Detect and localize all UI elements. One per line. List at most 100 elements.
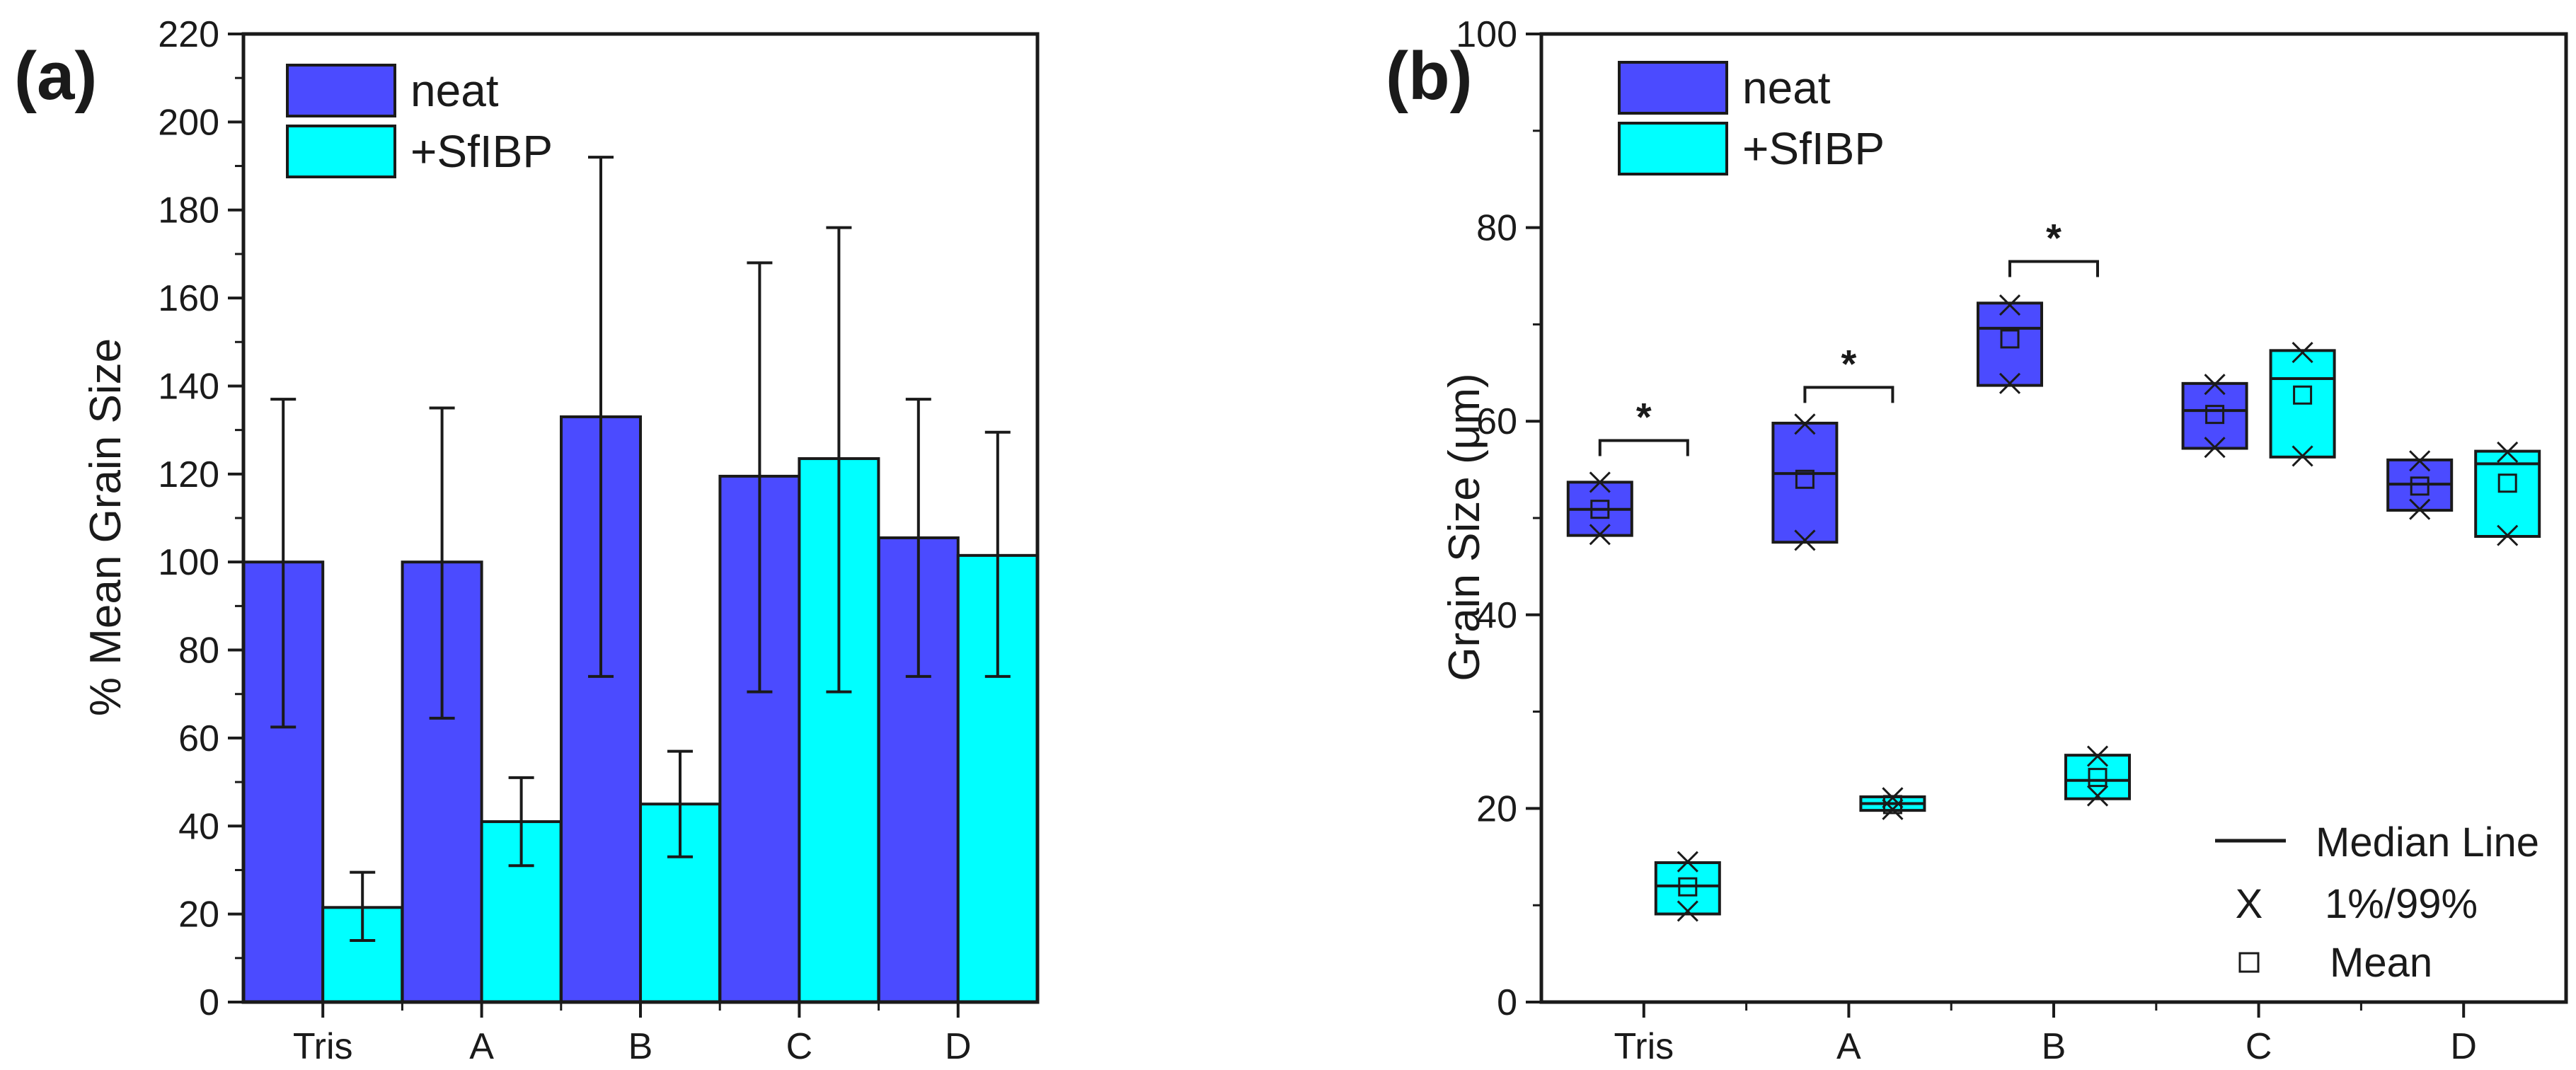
key-median-label: Median Line xyxy=(2316,819,2539,865)
panel-a-x-tick-label: B xyxy=(628,1026,653,1067)
panel-b-x-tick-label: C xyxy=(2246,1026,2272,1067)
legend-b-neat-label: neat xyxy=(1742,62,1831,113)
key-percentile-symbol: X xyxy=(2236,881,2263,927)
legend-b-sfibp-label: +SfIBP xyxy=(1742,123,1885,174)
mean-marker-neat-a xyxy=(1795,469,1815,489)
key-mean-label: Mean xyxy=(2330,940,2432,986)
p99-marker-sfibp-b xyxy=(2086,745,2109,767)
panel-b-boxes xyxy=(1566,294,2541,922)
mean-marker-neat-d xyxy=(2410,476,2430,496)
p99-marker-sfibp-a xyxy=(1882,787,1904,809)
panel-a-y-tick-label: 80 xyxy=(178,631,219,672)
p99-marker-neat-a xyxy=(1794,413,1816,435)
panel-a-tick-labels: 0 20 40 60 80 100 120 140 160 180 200 220 Tris A B C D xyxy=(158,14,971,1067)
mean-marker-sfibp-b xyxy=(2088,768,2108,788)
panel-b-box-chart: (b) Grain Size (μm) * * * 0 20 40 60 80 100 Tris… xyxy=(1386,14,2568,1067)
panel-a-y-tick-label: 60 xyxy=(178,718,219,759)
p99-marker-neat-b xyxy=(1999,294,2021,316)
panel-b-axes xyxy=(1526,32,2568,1018)
box-sfibp-b xyxy=(2064,754,2131,800)
panel-a-y-tick-label: 160 xyxy=(158,278,219,319)
mean-marker-sfibp-tris xyxy=(1678,877,1698,897)
panel-a-y-axis-title: % Mean Grain Size xyxy=(81,338,130,716)
panel-a-label: (a) xyxy=(14,38,97,114)
p1-marker-neat-c xyxy=(2204,437,2226,459)
p99-marker-sfibp-c xyxy=(2292,342,2313,364)
p99-marker-neat-c xyxy=(2204,374,2226,396)
p1-marker-neat-tris xyxy=(1589,524,1611,546)
box-sfibp-tris xyxy=(1654,861,1721,916)
panel-a-x-tick-label: D xyxy=(945,1026,972,1067)
p1-marker-sfibp-c xyxy=(2292,445,2313,467)
key-mean-square-sample xyxy=(2238,952,2260,973)
panel-b-x-tick-label: D xyxy=(2450,1026,2477,1067)
significance-star-b: * xyxy=(2046,215,2062,260)
key-percentile-label: 1%/99% xyxy=(2325,881,2478,927)
panel-a-y-tick-label: 180 xyxy=(158,190,219,231)
box-neat-c xyxy=(2181,381,2248,450)
legend-a-sfibp-swatch xyxy=(286,125,396,178)
panel-b-label: (b) xyxy=(1386,38,1473,114)
mean-marker-sfibp-a xyxy=(1882,795,1902,815)
panel-a-bar-chart: (a) % Mean Grain Size 0 20 40 60 80 100 120 140… xyxy=(14,14,1040,1067)
p99-marker-neat-d xyxy=(2409,450,2431,472)
mean-marker-neat-b xyxy=(2000,329,2020,349)
panel-a-legend: neat +SfIBP xyxy=(286,64,553,178)
panel-b-x-tick-label: Tris xyxy=(1614,1026,1674,1067)
mean-marker-neat-c xyxy=(2205,405,2225,425)
panel-a-x-tick-label: Tris xyxy=(293,1026,353,1067)
panel-a-y-tick-label: 100 xyxy=(158,542,219,583)
panel-a-y-tick-label: 220 xyxy=(158,14,219,55)
box-sfibp-d xyxy=(2474,449,2541,538)
panel-b-significance-brackets: * * * xyxy=(1598,215,2099,456)
panel-a-y-tick-label: 0 xyxy=(199,982,219,1023)
p1-marker-sfibp-d xyxy=(2497,524,2519,546)
panel-b-y-axis-title: Grain Size (μm) xyxy=(1440,373,1489,681)
panel-a-x-tick-label: C xyxy=(786,1026,813,1067)
panel-b-key: Median Line X 1%/99% Mean xyxy=(2215,819,2539,986)
legend-b-neat-swatch xyxy=(1618,61,1728,115)
mean-marker-sfibp-c xyxy=(2293,385,2313,405)
significance-star-a: * xyxy=(1841,341,1857,386)
significance-bracket-a xyxy=(1803,386,1894,403)
p1-marker-sfibp-tris xyxy=(1677,900,1698,922)
panel-b-legend: neat +SfIBP xyxy=(1618,61,1885,176)
panel-b-y-tick-label: 80 xyxy=(1476,208,1517,249)
legend-b-sfibp-swatch xyxy=(1618,122,1728,176)
legend-a-neat-label: neat xyxy=(410,65,499,116)
significance-star-tris: * xyxy=(1636,395,1652,439)
panel-a-y-tick-label: 40 xyxy=(178,806,219,847)
mean-marker-neat-tris xyxy=(1590,500,1610,519)
p99-marker-sfibp-d xyxy=(2497,441,2519,464)
legend-a-neat-swatch xyxy=(286,64,396,117)
significance-bracket-b xyxy=(2008,260,2099,277)
panel-b-y-tick-label: 20 xyxy=(1476,788,1517,829)
mean-marker-sfibp-d xyxy=(2497,473,2517,493)
panel-b-y-tick-label: 100 xyxy=(1456,14,1517,55)
legend-a-sfibp-label: +SfIBP xyxy=(410,126,553,177)
p1-marker-neat-a xyxy=(1794,529,1816,551)
p99-marker-neat-tris xyxy=(1589,471,1611,493)
box-neat-a xyxy=(1771,421,1839,544)
panel-a-y-tick-label: 120 xyxy=(158,454,219,495)
significance-bracket-tris xyxy=(1598,439,1689,456)
panel-a-y-tick-label: 20 xyxy=(178,894,219,936)
p99-marker-sfibp-tris xyxy=(1677,851,1698,873)
panel-a-axes xyxy=(228,32,1040,1018)
panel-a-y-tick-label: 140 xyxy=(158,366,219,407)
p1-marker-neat-d xyxy=(2409,498,2431,520)
p1-marker-sfibp-b xyxy=(2086,785,2109,807)
panel-b-x-tick-label: B xyxy=(2042,1026,2066,1067)
panel-b-y-tick-label: 0 xyxy=(1497,982,1517,1023)
panel-b-tick-labels: 0 20 40 60 80 100 Tris A B C D xyxy=(1456,14,2477,1067)
p1-marker-sfibp-a xyxy=(1882,798,1904,820)
panel-b-x-tick-label: A xyxy=(1836,1026,1861,1067)
panel-a-y-tick-label: 200 xyxy=(158,102,219,143)
panel-a-x-tick-label: A xyxy=(469,1026,494,1067)
panel-b-y-tick-label: 60 xyxy=(1476,401,1517,442)
panel-a-bars xyxy=(242,156,1039,1004)
box-neat-b xyxy=(1977,301,2043,387)
p1-marker-neat-b xyxy=(1999,372,2021,394)
panel-b-y-tick-label: 40 xyxy=(1476,595,1517,636)
